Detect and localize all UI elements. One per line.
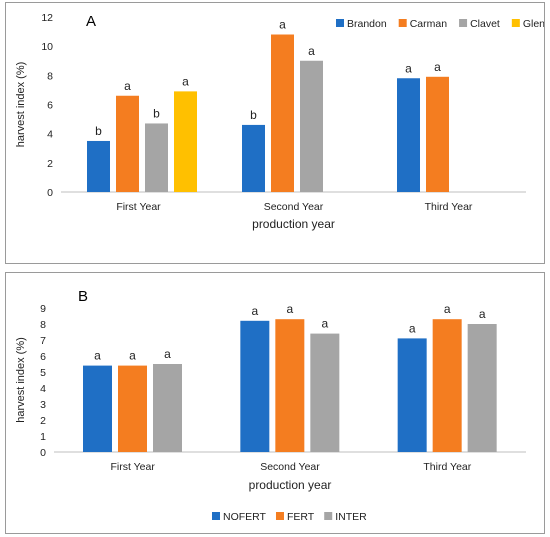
b-data-label-inter-0: a bbox=[164, 347, 171, 361]
b-y-tick-7: 7 bbox=[40, 335, 46, 347]
b-legend-swatch-nofert bbox=[212, 512, 220, 520]
a-x-tick-0: First Year bbox=[116, 201, 161, 213]
b-legend-swatch-fert bbox=[275, 512, 284, 520]
a-legend-swatch-brandon bbox=[336, 19, 344, 27]
a-data-label-carman-2: a bbox=[434, 60, 441, 74]
a-y-tick-10: 10 bbox=[41, 41, 53, 53]
a-y-axis-title: harvest index (%) bbox=[15, 62, 27, 148]
b-bar-fert-2 bbox=[432, 319, 462, 452]
b-y-tick-5: 5 bbox=[40, 367, 46, 379]
b-bar-nofert-0 bbox=[83, 365, 112, 452]
a-bar-brandon-1 bbox=[242, 124, 265, 192]
b-bar-nofert-2 bbox=[397, 338, 427, 452]
b-y-tick-6: 6 bbox=[40, 351, 46, 363]
a-bar-clavet-1 bbox=[300, 60, 323, 192]
b-y-tick-4: 4 bbox=[40, 383, 46, 395]
b-legend-swatch-inter bbox=[324, 512, 333, 520]
a-bar-clavet-0 bbox=[145, 123, 168, 192]
a-y-tick-6: 6 bbox=[47, 100, 53, 112]
b-legend-label-fert: FERT bbox=[287, 511, 315, 523]
a-x-tick-1: Second Year bbox=[264, 201, 324, 213]
b-data-label-inter-1: a bbox=[321, 317, 328, 331]
a-bar-brandon-0 bbox=[87, 140, 110, 192]
a-bar-carman-2 bbox=[426, 76, 449, 192]
a-bar-carman-1 bbox=[271, 34, 294, 192]
a-legend-swatch-glenlea bbox=[511, 19, 520, 27]
b-data-label-fert-2: a bbox=[444, 302, 451, 316]
b-data-label-fert-1: a bbox=[286, 302, 293, 316]
a-legend-swatch-carman bbox=[398, 19, 407, 27]
b-bar-inter-1 bbox=[310, 333, 340, 452]
b-y-axis-title: harvest index (%) bbox=[15, 337, 27, 423]
b-data-label-inter-2: a bbox=[479, 307, 486, 321]
a-y-tick-0: 0 bbox=[47, 187, 53, 199]
a-bar-brandon-2 bbox=[397, 78, 420, 192]
a-legend-label-carman: Carman bbox=[410, 18, 448, 30]
a-legend-swatch-clavet bbox=[459, 19, 468, 27]
a-legend-label-clavet: Clavet bbox=[470, 18, 500, 30]
b-y-tick-8: 8 bbox=[40, 319, 46, 331]
a-y-tick-8: 8 bbox=[47, 70, 53, 82]
b-legend-label-nofert: NOFERT bbox=[223, 511, 267, 523]
b-x-axis-title: production year bbox=[249, 478, 332, 492]
a-y-tick-12: 12 bbox=[41, 12, 53, 24]
b-data-label-nofert-0: a bbox=[94, 349, 101, 363]
a-bar-carman-0 bbox=[116, 95, 139, 192]
a-data-label-carman-1: a bbox=[279, 18, 286, 32]
b-bar-nofert-1 bbox=[240, 320, 270, 452]
a-panel-label: A bbox=[86, 13, 96, 30]
b-x-tick-2: Third Year bbox=[423, 461, 471, 473]
b-y-tick-1: 1 bbox=[40, 431, 46, 443]
a-data-label-carman-0: a bbox=[124, 79, 131, 93]
a-data-label-brandon-1: b bbox=[250, 108, 257, 122]
a-y-tick-2: 2 bbox=[47, 158, 53, 170]
b-y-tick-0: 0 bbox=[40, 447, 46, 459]
b-x-tick-1: Second Year bbox=[260, 461, 320, 473]
b-bar-inter-2 bbox=[467, 324, 497, 452]
a-legend-label-glenlea: Glenlea bbox=[523, 18, 544, 30]
a-x-axis-title: production year bbox=[252, 217, 335, 231]
b-bar-inter-0 bbox=[153, 364, 182, 452]
a-y-tick-4: 4 bbox=[47, 129, 53, 141]
a-bar-glenlea-0 bbox=[174, 91, 197, 192]
b-y-tick-9: 9 bbox=[40, 303, 46, 315]
b-legend-label-inter: INTER bbox=[335, 511, 367, 523]
a-data-label-brandon-2: a bbox=[405, 61, 412, 75]
a-data-label-glenlea-0: a bbox=[182, 74, 189, 88]
a-data-label-clavet-0: b bbox=[153, 106, 160, 120]
a-data-label-clavet-1: a bbox=[308, 44, 315, 58]
a-legend-label-brandon: Brandon bbox=[347, 18, 387, 30]
b-panel-label: B bbox=[78, 288, 88, 305]
b-bar-fert-1 bbox=[275, 319, 305, 452]
a-x-tick-2: Third Year bbox=[425, 201, 473, 213]
b-y-tick-2: 2 bbox=[40, 415, 46, 427]
b-x-tick-0: First Year bbox=[110, 461, 155, 473]
a-data-label-brandon-0: b bbox=[95, 124, 102, 138]
b-y-tick-3: 3 bbox=[40, 399, 46, 411]
b-bar-fert-0 bbox=[118, 365, 147, 452]
b-data-label-fert-0: a bbox=[129, 349, 136, 363]
b-data-label-nofert-2: a bbox=[409, 321, 416, 335]
b-data-label-nofert-1: a bbox=[251, 304, 258, 318]
